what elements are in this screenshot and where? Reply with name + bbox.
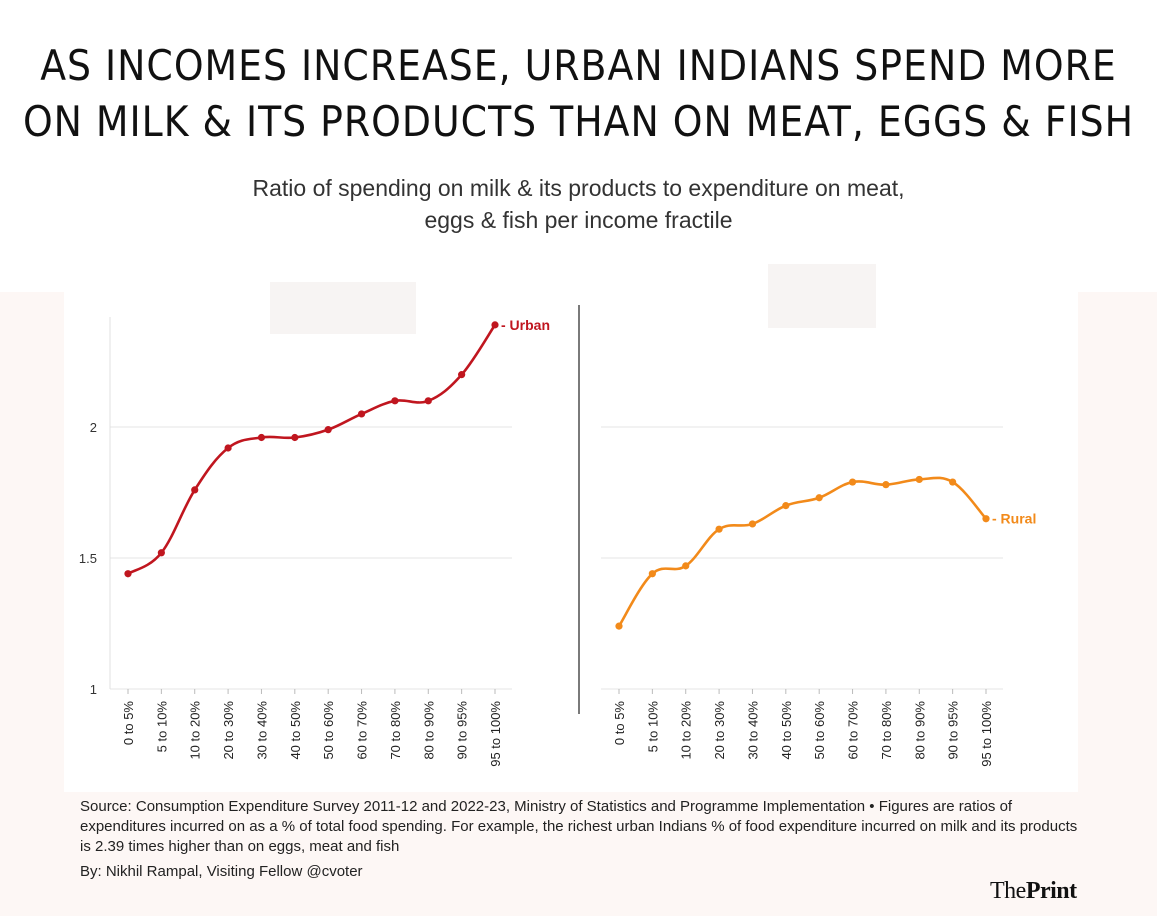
- x-tick-label-1-9: 80 to 90%: [912, 701, 927, 760]
- x-tick-label-1-2: 10 to 20%: [679, 701, 694, 760]
- x-tick-label-1-7: 60 to 70%: [846, 701, 861, 760]
- x-tick-label-1-3: 20 to 30%: [712, 701, 727, 760]
- data-point-rural-2: [682, 562, 690, 570]
- y-tick-label-0: 1: [90, 682, 97, 697]
- data-point-urban-4: [257, 433, 266, 442]
- subtitle-line-1: Ratio of spending on milk & its products…: [252, 175, 905, 201]
- data-point-urban-11: [491, 321, 499, 329]
- x-tick-label-1-11: 95 to 100%: [979, 701, 994, 767]
- data-point-rural-5: [782, 502, 790, 510]
- data-point-urban-9: [424, 397, 432, 405]
- x-tick-label-1-5: 40 to 50%: [779, 701, 794, 760]
- chart-subtitle: Ratio of spending on milk & its products…: [0, 172, 1157, 236]
- x-tick-label-1-10: 90 to 95%: [946, 701, 961, 760]
- logo-part-2: Print: [1025, 878, 1077, 904]
- data-point-urban-7: [357, 410, 366, 418]
- data-point-urban-5: [291, 433, 299, 442]
- chart-area: [64, 292, 1078, 792]
- data-point-urban-2: [191, 486, 199, 494]
- data-point-rural-6: [815, 494, 823, 502]
- title-line-2: ON MILK & ITS PRODUCTS THAN ON MEAT, EGG…: [22, 97, 1135, 146]
- data-point-rural-3: [715, 525, 723, 533]
- chart-title: AS INCOMES INCREASE, URBAN INDIANS SPEND…: [0, 38, 1157, 150]
- x-tick-label-0-1: 5 to 10%: [154, 701, 169, 753]
- data-point-rural-4: [748, 520, 757, 528]
- x-tick-label-0-9: 80 to 90%: [421, 701, 436, 760]
- series-label-rural: - Rural: [992, 511, 1036, 527]
- y-tick-label-2: 2: [90, 420, 97, 435]
- series-line-urban: [127, 324, 497, 575]
- theprint-logo: ThePrint: [990, 878, 1077, 905]
- data-point-rural-8: [882, 481, 890, 489]
- x-tick-label-0-5: 40 to 50%: [288, 701, 303, 760]
- label-box-left: [270, 282, 416, 334]
- data-point-urban-1: [157, 549, 165, 557]
- data-point-rural-1: [648, 570, 656, 578]
- data-point-urban-8: [391, 397, 399, 405]
- data-point-urban-0: [124, 570, 132, 578]
- x-tick-label-0-2: 10 to 20%: [188, 701, 203, 760]
- x-tick-label-0-4: 30 to 40%: [254, 701, 269, 760]
- data-point-rural-0: [615, 622, 623, 630]
- x-tick-label-1-4: 30 to 40%: [745, 701, 760, 760]
- data-point-rural-10: [949, 478, 957, 486]
- source-note: Source: Consumption Expenditure Survey 2…: [80, 798, 1078, 855]
- x-tick-label-0-6: 50 to 60%: [321, 701, 336, 760]
- title-line-1: AS INCOMES INCREASE, URBAN INDIANS SPEND…: [40, 41, 1117, 90]
- x-tick-label-0-7: 60 to 70%: [355, 701, 370, 760]
- x-tick-label-1-1: 5 to 10%: [645, 701, 660, 753]
- x-tick-label-0-11: 95 to 100%: [488, 701, 503, 767]
- data-point-rural-11: [982, 515, 990, 523]
- label-box-right: [768, 264, 876, 328]
- data-point-urban-10: [458, 371, 466, 379]
- x-tick-label-0-10: 90 to 95%: [455, 701, 470, 760]
- x-tick-label-0-0: 0 to 5%: [121, 701, 136, 746]
- x-tick-label-0-3: 20 to 30%: [221, 701, 236, 760]
- byline: By: Nikhil Rampal, Visiting Fellow @cvot…: [80, 863, 363, 880]
- data-point-rural-9: [915, 475, 923, 484]
- series-label-urban: - Urban: [501, 317, 550, 333]
- x-tick-label-1-6: 50 to 60%: [812, 701, 827, 760]
- x-tick-label-1-0: 0 to 5%: [612, 701, 627, 746]
- series-line-rural: [617, 476, 987, 627]
- data-point-rural-7: [848, 478, 857, 486]
- x-tick-label-0-8: 70 to 80%: [388, 701, 403, 760]
- x-tick-label-1-8: 70 to 80%: [879, 701, 894, 760]
- y-tick-label-1: 1.5: [79, 551, 97, 566]
- logo-part-1: The: [990, 878, 1026, 904]
- data-point-urban-6: [324, 426, 332, 434]
- subtitle-line-2: eggs & fish per income fractile: [424, 207, 733, 233]
- data-point-urban-3: [224, 444, 232, 452]
